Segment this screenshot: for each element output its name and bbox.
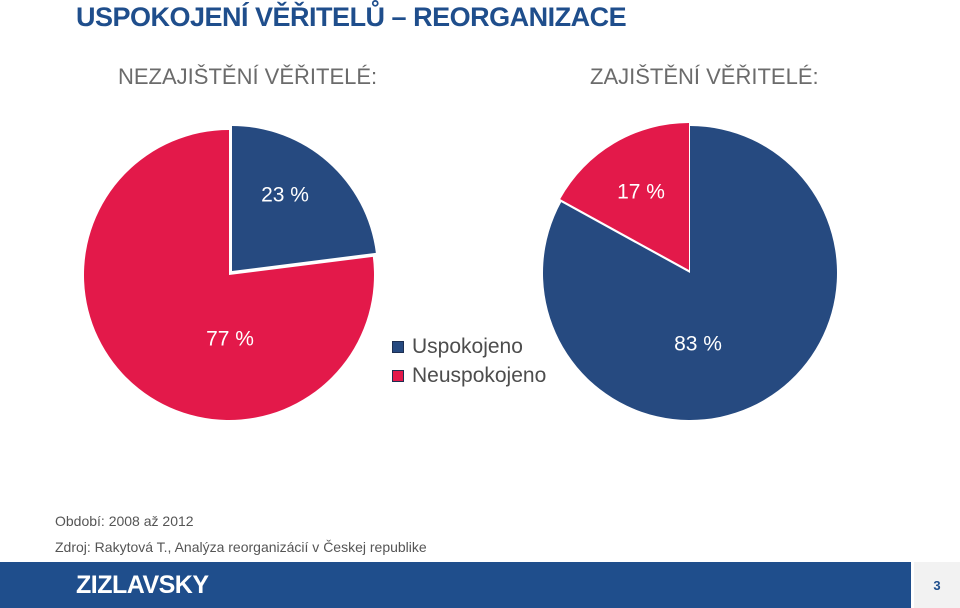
source-note: Zdroj: Rakytová T., Analýza reorganizáci…: [55, 539, 427, 555]
legend-label-unsatisfied: Neuspokojeno: [412, 363, 547, 387]
footer-divider: [911, 562, 914, 608]
slide-title: USPOKOJENÍ VĚŘITELŮ – REORGANIZACE: [76, 2, 627, 32]
data-label-unsatisfied: 77 %: [206, 328, 254, 351]
pie-chart-unsecured: 23 % 77 %: [83, 126, 376, 421]
pie-slice-unsatisfied: [560, 123, 689, 270]
legend-swatch-satisfied: [392, 340, 404, 353]
page-number: 3: [933, 577, 941, 593]
page-number-box: 3: [914, 562, 960, 608]
data-label-satisfied: 23 %: [261, 184, 309, 207]
company-logo: ZIZLAVSKY: [76, 571, 209, 599]
chart-title-secured: ZAJIŠTĚNÍ VĚŘITELÉ:: [590, 64, 819, 89]
pie-chart-secured: 83 % 17 %: [542, 123, 837, 420]
legend-swatch-unsatisfied: [392, 369, 404, 382]
period-note: Období: 2008 až 2012: [55, 513, 194, 529]
legend-item-unsatisfied: Neuspokojeno: [392, 361, 546, 390]
footer-bar: ZIZLAVSKY 3: [0, 562, 960, 608]
pie-slice-satisfied: [542, 126, 837, 420]
data-label-satisfied: 83 %: [674, 333, 722, 356]
chart-title-unsecured: NEZAJIŠTĚNÍ VĚŘITELÉ:: [118, 64, 378, 89]
legend-label-satisfied: Uspokojeno: [412, 334, 523, 358]
pie-slice-unsatisfied: [83, 130, 374, 421]
legend: Uspokojeno Neuspokojeno: [392, 332, 546, 390]
pie-slice-satisfied: [232, 126, 376, 271]
data-label-unsatisfied: 17 %: [617, 181, 665, 204]
legend-item-satisfied: Uspokojeno: [392, 332, 546, 361]
